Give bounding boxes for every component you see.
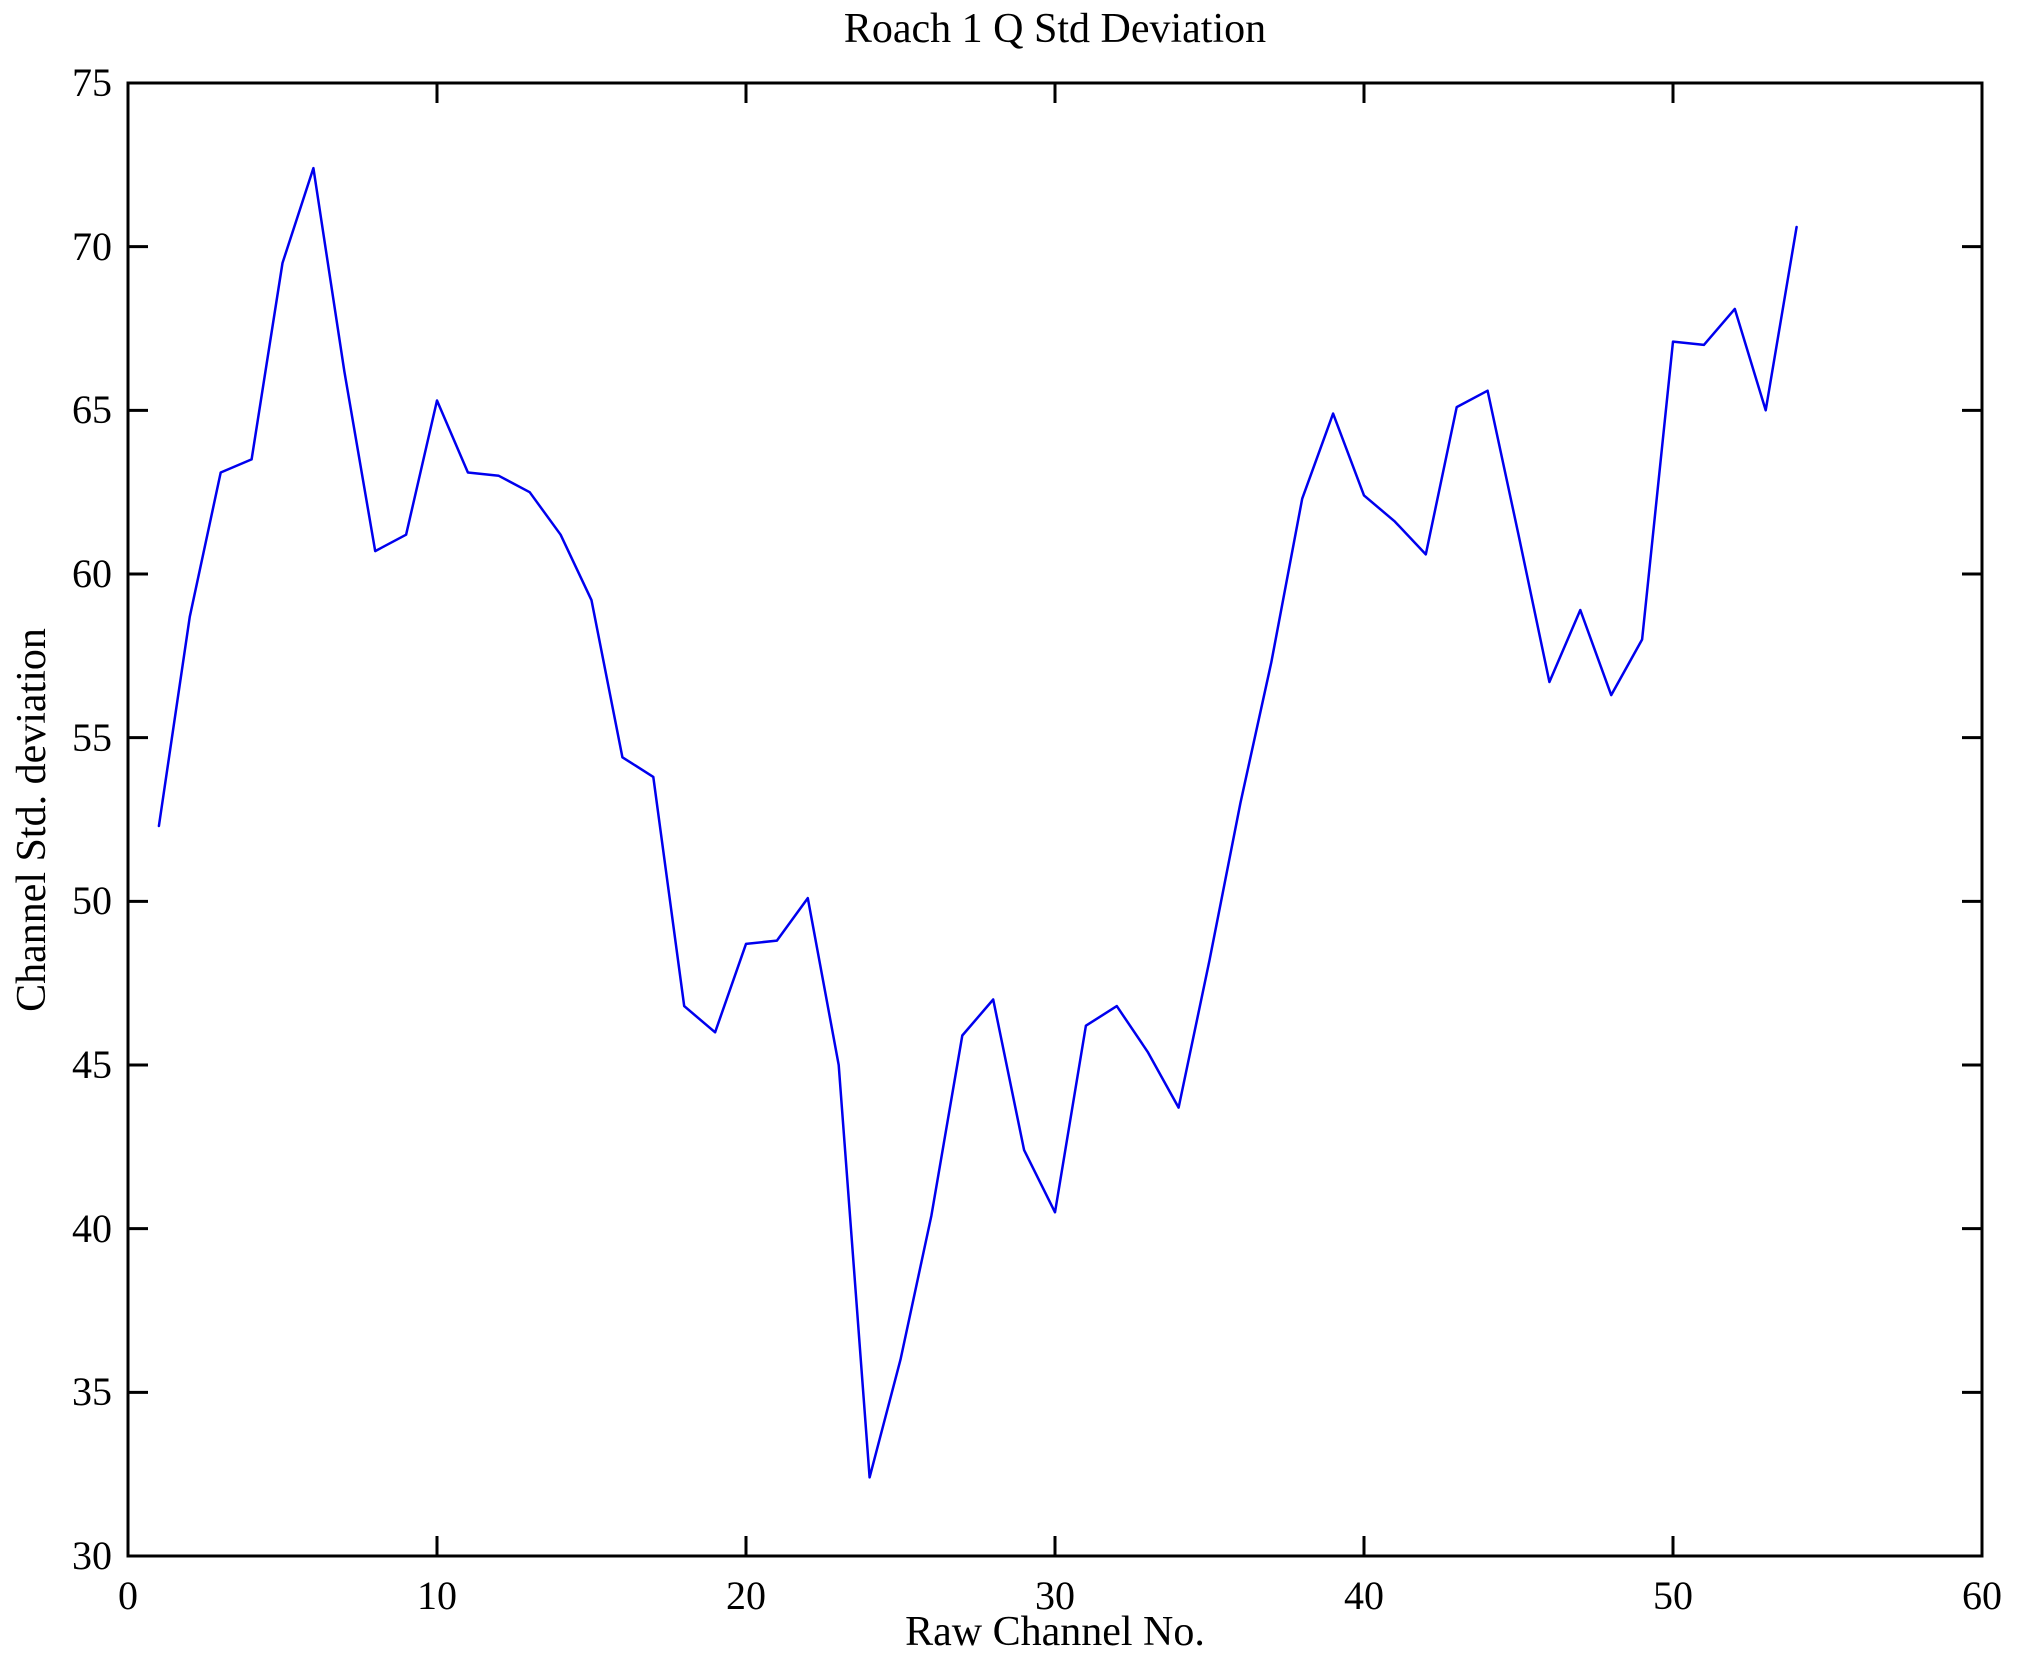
x-tick-label: 0 bbox=[118, 1573, 138, 1618]
y-tick-label: 35 bbox=[72, 1369, 112, 1415]
y-tick-label: 45 bbox=[72, 1042, 112, 1087]
y-tick-label: 65 bbox=[72, 387, 112, 433]
x-tick-label: 60 bbox=[1962, 1573, 2002, 1618]
x-tick-label: 50 bbox=[1653, 1573, 1693, 1618]
plot-box bbox=[126, 81, 1984, 1558]
x-axis-label: Raw Channel No. bbox=[905, 1609, 1205, 1655]
y-tick-label: 30 bbox=[72, 1533, 112, 1578]
x-tick-label: 10 bbox=[417, 1573, 457, 1618]
x-tick-label: 40 bbox=[1344, 1573, 1384, 1618]
x-tick-label: 30 bbox=[1035, 1573, 1075, 1618]
data-line-series bbox=[157, 166, 1798, 1479]
x-tick-label: 20 bbox=[726, 1573, 766, 1618]
y-tick-label: 55 bbox=[72, 714, 112, 760]
y-tick-label: 75 bbox=[72, 60, 112, 105]
y-tick-label: 40 bbox=[72, 1205, 112, 1251]
y-tick-label: 50 bbox=[72, 878, 112, 924]
y-tick-label: 60 bbox=[72, 551, 112, 596]
chart-title: Roach 1 Q Std Deviation bbox=[843, 6, 1267, 52]
y-tick-label: 70 bbox=[72, 223, 112, 269]
